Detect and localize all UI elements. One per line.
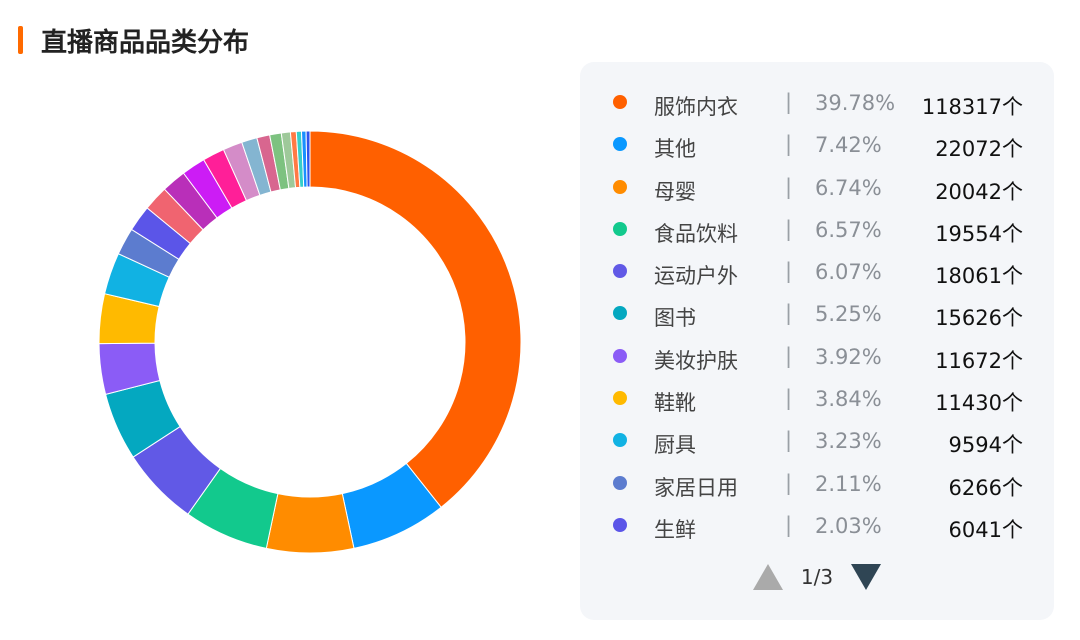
legend-item[interactable]: 其他 | 7.42% 22072个	[580, 124, 1054, 166]
legend-item[interactable]: 厨具 | 3.23% 9594个	[580, 420, 1054, 462]
legend-category-name: 家居日用	[654, 475, 738, 500]
legend-category-name: 其他	[654, 137, 696, 162]
legend-color-dot-icon	[613, 475, 627, 490]
legend-count: 9594个	[948, 433, 1023, 458]
legend-category-name: 运动户外	[654, 264, 738, 289]
legend-count: 19554个	[935, 221, 1023, 246]
donut-chart-svg	[98, 130, 522, 554]
legend-percent: 7.42%	[815, 133, 882, 158]
page-indicator: 1/3	[800, 565, 834, 589]
legend-percent: 2.03%	[815, 513, 882, 538]
legend-category-name: 母婴	[654, 179, 696, 204]
legend-percent: 3.84%	[815, 387, 882, 412]
legend-color-dot-icon	[613, 179, 627, 194]
legend-category-name: 厨具	[654, 433, 696, 458]
legend-color-dot-icon	[613, 137, 627, 152]
legend-separator: |	[785, 90, 793, 114]
legend-percent: 6.57%	[815, 217, 882, 242]
legend-item[interactable]: 家居日用 | 2.11% 6266个	[580, 463, 1054, 505]
legend-color-dot-icon	[613, 517, 627, 532]
legend-count: 18061个	[935, 264, 1023, 289]
legend-list: 服饰内衣 | 39.78% 118317个其他 | 7.42% 22072个母婴 | 6.74%…	[580, 82, 1054, 547]
legend-item[interactable]: 鞋靴 | 3.84% 11430个	[580, 378, 1054, 420]
legend-count: 15626个	[935, 306, 1023, 331]
legend-separator: |	[785, 428, 793, 453]
legend-item[interactable]: 运动户外 | 6.07% 18061个	[580, 251, 1054, 293]
legend-separator: |	[785, 512, 793, 537]
legend-color-dot-icon	[613, 433, 627, 448]
legend-category-name: 食品饮料	[654, 221, 738, 246]
legend-percent: 39.78%	[815, 91, 896, 115]
legend-count: 22072个	[935, 137, 1023, 162]
legend-separator: |	[785, 470, 793, 495]
page-up-icon[interactable]	[752, 564, 783, 590]
legend-separator: |	[785, 301, 793, 326]
legend-percent: 3.92%	[815, 344, 882, 369]
legend-separator: |	[785, 343, 793, 368]
legend-category-name: 服饰内衣	[654, 95, 738, 119]
legend-color-dot-icon	[613, 264, 627, 279]
legend-separator: |	[785, 132, 793, 157]
legend-separator: |	[785, 216, 793, 241]
legend-item[interactable]: 母婴 | 6.74% 20042个	[580, 167, 1054, 209]
legend-item[interactable]: 服饰内衣 | 39.78% 118317个	[580, 82, 1054, 124]
legend-color-dot-icon	[613, 306, 627, 321]
donut-slice[interactable]	[309, 130, 522, 508]
legend-color-dot-icon	[613, 95, 627, 109]
legend-separator: |	[785, 174, 793, 199]
legend-pager: 1/3	[580, 559, 1054, 595]
legend-percent: 3.23%	[815, 429, 882, 454]
legend-category-name: 鞋靴	[654, 391, 696, 416]
legend-percent: 6.07%	[815, 260, 882, 285]
legend-percent: 6.74%	[815, 175, 882, 200]
legend-count: 6266个	[948, 475, 1023, 500]
legend-item[interactable]: 食品饮料 | 6.57% 19554个	[580, 209, 1054, 251]
legend-color-dot-icon	[613, 221, 627, 236]
donut-slice[interactable]	[265, 493, 355, 554]
legend-item[interactable]: 图书 | 5.25% 15626个	[580, 293, 1054, 335]
donut-slice[interactable]	[305, 130, 311, 188]
section-header: 直播商品品类分布	[18, 24, 250, 58]
page-down-icon[interactable]	[851, 564, 882, 590]
legend-item[interactable]: 生鲜 | 2.03% 6041个	[580, 505, 1054, 547]
legend-category-name: 生鲜	[654, 517, 696, 542]
legend-separator: |	[785, 386, 793, 411]
legend-category-name: 美妆护肤	[654, 348, 738, 373]
title-accent-bar	[18, 26, 23, 54]
legend-category-name: 图书	[654, 306, 696, 331]
page-title: 直播商品品类分布	[41, 27, 250, 58]
legend-count: 118317个	[921, 95, 1023, 119]
legend-separator: |	[785, 259, 793, 284]
legend-count: 11430个	[935, 391, 1023, 416]
legend-panel: 服饰内衣 | 39.78% 118317个其他 | 7.42% 22072个母婴 | 6.74%…	[580, 62, 1054, 620]
legend-item[interactable]: 美妆护肤 | 3.92% 11672个	[580, 336, 1054, 378]
legend-percent: 2.11%	[815, 471, 882, 496]
donut-chart	[90, 122, 530, 562]
legend-color-dot-icon	[613, 391, 627, 406]
legend-count: 20042个	[935, 179, 1023, 204]
legend-percent: 5.25%	[815, 302, 882, 327]
legend-count: 6041个	[948, 517, 1023, 542]
legend-color-dot-icon	[613, 348, 627, 363]
legend-count: 11672个	[935, 348, 1023, 373]
